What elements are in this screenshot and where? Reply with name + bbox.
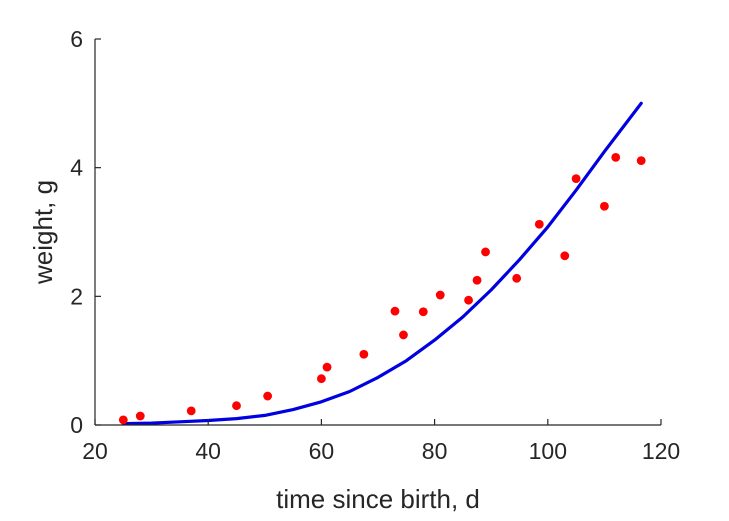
x-tick-label: 60 [309, 438, 335, 464]
data-point [118, 415, 128, 425]
data-point [359, 349, 369, 359]
x-ticks: 20 40 60 80 100 120 [82, 419, 680, 464]
x-tick-label: 20 [82, 438, 108, 464]
x-tick-label: 120 [642, 438, 680, 464]
data-point [512, 273, 522, 283]
data-point [571, 174, 581, 184]
data-point [317, 374, 326, 384]
y-tick-label: 6 [70, 26, 83, 52]
y-axis-title: weight, g [28, 180, 58, 285]
data-point [263, 391, 273, 401]
data-point [472, 275, 482, 285]
y-ticks: 0 2 4 6 [70, 26, 101, 438]
axes [94, 39, 661, 426]
data-point [399, 330, 408, 340]
y-tick-label: 0 [70, 412, 83, 438]
data-point [232, 401, 241, 411]
data-point [390, 306, 400, 316]
data-point [322, 362, 332, 372]
data-point [418, 307, 428, 317]
x-axis-title: time since birth, d [276, 484, 480, 514]
data-point [135, 411, 145, 421]
y-tick-label: 4 [70, 155, 83, 181]
x-tick-label: 40 [195, 438, 221, 464]
data-point [464, 295, 473, 305]
data-point [534, 219, 544, 229]
x-tick-label: 80 [422, 438, 448, 464]
data-point [600, 201, 609, 211]
data-point [435, 290, 445, 300]
data-point [560, 251, 570, 261]
data-point [636, 156, 646, 165]
data-point [481, 247, 490, 257]
x-tick-label: 100 [529, 438, 567, 464]
data-point [611, 152, 621, 162]
y-tick-label: 2 [70, 283, 83, 309]
data-point [186, 406, 196, 416]
